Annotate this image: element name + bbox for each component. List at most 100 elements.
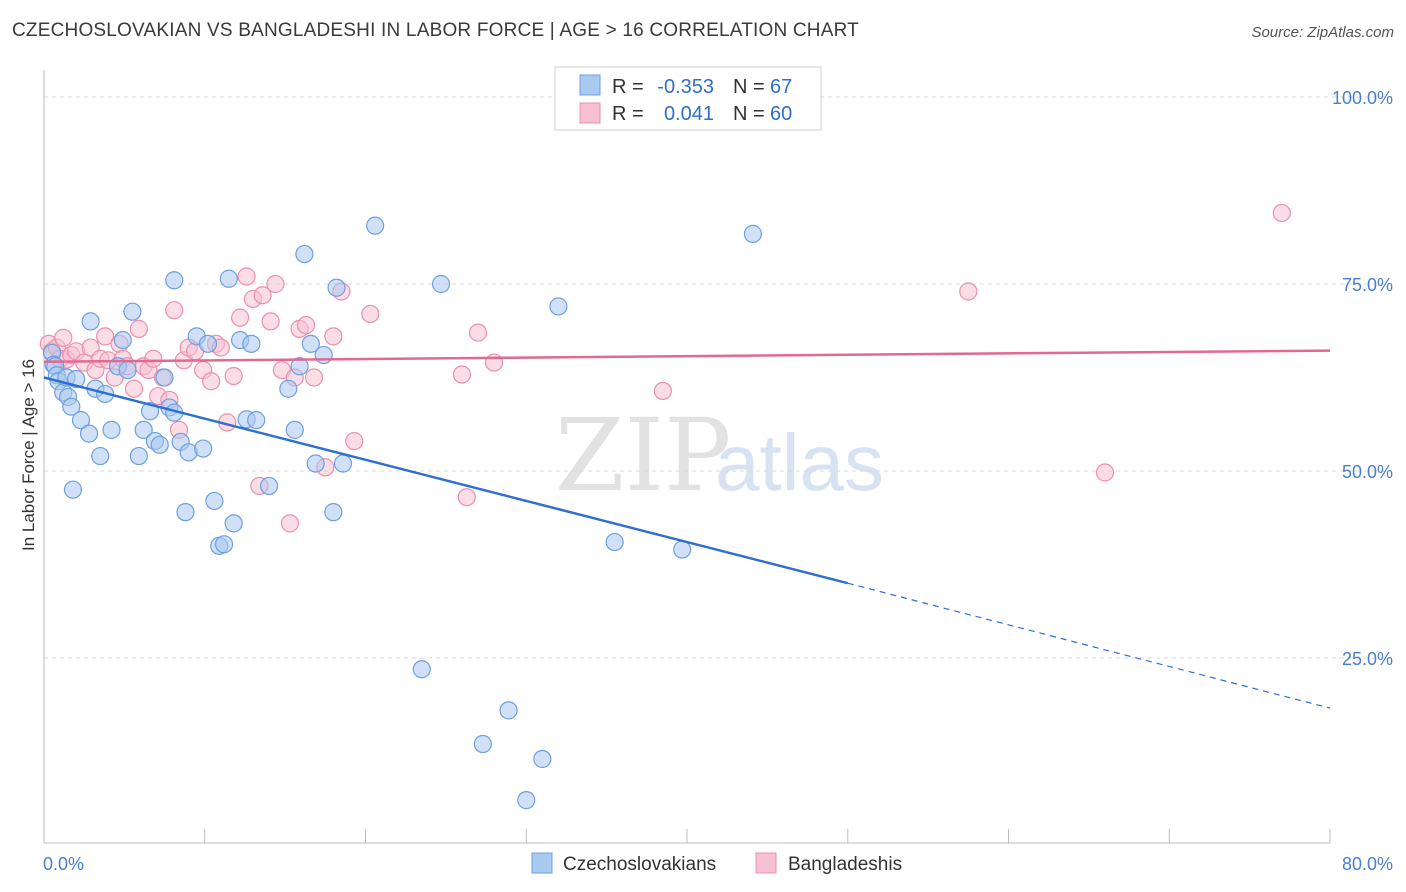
bangladeshi-point [468,323,488,342]
czech-point [67,369,86,389]
chart-source: Source: ZipAtlas.com [1251,24,1394,41]
czech-point [333,454,353,473]
bangladeshi-point [54,328,73,347]
bangladeshi-point [253,286,272,305]
bangladeshi-point [124,379,144,398]
bangladeshi-point [202,372,221,391]
legend-swatch-czech [579,74,601,96]
bangladeshi-point [653,381,672,401]
czech-point [743,224,763,243]
czech-point [62,397,81,416]
czech-point [533,749,552,769]
czech-point [194,439,213,458]
watermark-zip: ZIP [555,397,731,514]
bangladeshi-point [959,282,978,301]
czech-point [150,435,169,454]
czech-point [63,480,83,499]
bangladeshi-point [129,319,148,338]
czech-point [71,411,91,430]
y-axis-title: In Labor Force | Age > 16 [19,359,38,551]
legend-r-value-bangla: 0.041 [664,103,714,125]
legend-r-label-bangla: R = [612,103,644,125]
legend-r-label-czech: R = [612,76,644,98]
bangladeshi-point [304,368,324,387]
bangladeshi-point [95,327,115,346]
czech-point [324,503,343,522]
bottom-legend-swatch-czech [531,852,553,874]
czech-point [134,420,153,439]
legend-r-value-czech: -0.353 [657,76,714,98]
bangladeshi-point [266,274,285,294]
x-ticks [43,829,1331,843]
czech-point [431,274,451,294]
y-tick-label: 75.0% [1342,275,1393,295]
bangladeshi-point [261,312,280,331]
bangladeshi-point [144,349,163,368]
bottom-legend-label-bangla: Bangladeshis [788,854,902,875]
y-tick-label: 50.0% [1342,462,1393,482]
legend-swatch-bangla [579,102,601,124]
czech-point [499,701,518,720]
bangladeshi-point [457,488,476,507]
czech-point [247,411,266,430]
bangladeshi-point [361,304,380,324]
czech-point [102,420,121,439]
x-tick-label-min: 0.0% [43,854,84,874]
czech-point [113,331,132,350]
czech-point [314,345,333,365]
bangladeshi-point [224,366,243,386]
czech-point [517,791,536,810]
czech-point [214,535,234,554]
czech-point [549,297,568,316]
czech-point [279,379,298,398]
czech-point [176,503,195,522]
bottom-legend-label-czech: Czechoslovakians [563,854,716,875]
czech-point [285,420,304,439]
czech-trendline-extension [847,582,1331,709]
bangladeshi-point [345,431,364,451]
czech-point [306,454,325,473]
czech-point [295,244,314,264]
czech-point [605,532,624,552]
czech-point [123,302,142,321]
czech-point [242,334,261,353]
czech-point [327,278,346,297]
bangladeshi-point [1095,463,1115,482]
czech-point [81,312,100,331]
y-tick-labels: 100.0% 75.0% 50.0% 25.0% [1332,88,1393,669]
legend-n-value-czech: 67 [770,76,792,98]
czech-point [198,334,218,353]
czech-point [224,514,243,533]
bangladeshi-point [324,327,343,346]
czech-point [79,424,99,443]
gridlines [44,96,1393,659]
legend-n-value-bangla: 60 [770,103,792,125]
czech-point [259,476,279,496]
bangladeshi-point [165,301,184,320]
bangladeshi-point [452,365,472,384]
czech-points [42,216,763,810]
bangladeshi-point [280,514,300,533]
czech-point [91,446,110,466]
legend-n-label-czech: N = [733,76,765,98]
trendlines [43,349,1331,709]
czech-point [219,269,238,288]
czech-point [205,491,224,511]
watermark-atlas: atlas [715,418,884,507]
bottom-legend-swatch-bangla [755,852,777,874]
czech-point [473,734,492,754]
legend-n-label-bangla: N = [733,103,765,125]
czech-point [155,368,174,387]
legend-box: R = -0.353 N = 67 R = 0.041 N = 60 [554,66,822,131]
bangladeshi-point [1272,203,1291,223]
y-tick-label: 100.0% [1332,88,1393,108]
bangladeshi-point [237,267,256,286]
x-tick-label-max: 80.0% [1342,854,1393,874]
czech-point [129,446,148,466]
y-tick-label: 25.0% [1342,649,1393,669]
bottom-legend: Czechoslovakians Bangladeshis [531,852,902,875]
czech-point [301,334,320,353]
czech-point [118,360,137,380]
chart-title: CZECHOSLOVAKIAN VS BANGLADESHI IN LABOR … [12,20,859,41]
